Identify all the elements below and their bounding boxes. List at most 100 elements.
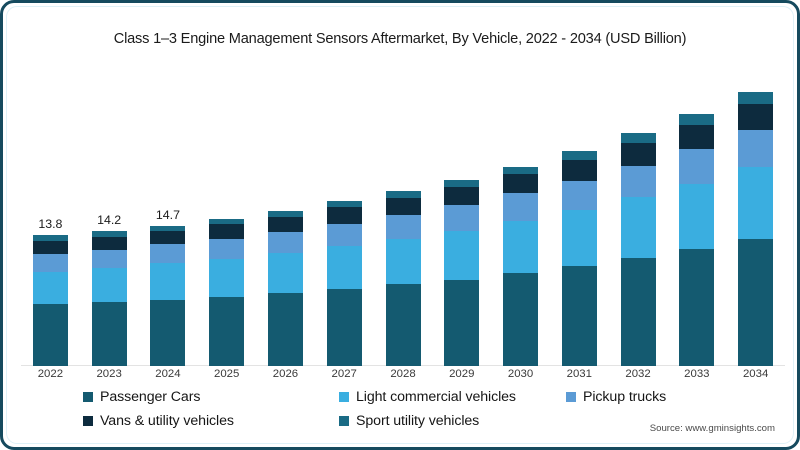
bar-segment[interactable]	[326, 200, 362, 208]
bar-segment[interactable]	[738, 167, 774, 239]
bar-segment[interactable]	[503, 166, 539, 175]
bar-stack[interactable]	[561, 151, 597, 366]
bar-segment[interactable]	[385, 284, 421, 366]
bar-segment[interactable]	[209, 218, 245, 225]
source-note: Source: www.gminsights.com	[649, 423, 775, 434]
legend-item[interactable]: Passenger Cars	[83, 389, 200, 405]
legend-color-swatch	[83, 392, 93, 402]
bar-segment[interactable]	[385, 197, 421, 215]
bar-segment[interactable]	[561, 151, 597, 160]
legend-item[interactable]: Sport utility vehicles	[339, 413, 479, 429]
bar-segment[interactable]	[150, 244, 186, 264]
bar-segment[interactable]	[209, 238, 245, 259]
bar-stack[interactable]	[503, 166, 539, 366]
bar-segment[interactable]	[267, 292, 303, 366]
bar-segment[interactable]	[91, 302, 127, 366]
bar-segment[interactable]	[150, 231, 186, 245]
x-tick-label: 2027	[331, 368, 357, 380]
bar-segment[interactable]	[444, 231, 480, 280]
x-tick-label: 2032	[625, 368, 651, 380]
bar-segment[interactable]	[444, 187, 480, 206]
bar-segment[interactable]	[150, 299, 186, 366]
x-tick-label: 2024	[155, 368, 181, 380]
bar-segment[interactable]	[561, 210, 597, 267]
bar-segment[interactable]	[209, 224, 245, 239]
bar-segment[interactable]	[738, 103, 774, 131]
bar-stack[interactable]: 13.8	[32, 217, 68, 366]
bar-segment[interactable]	[620, 142, 656, 166]
bar-segment[interactable]	[738, 92, 774, 104]
bar-segment[interactable]	[620, 133, 656, 143]
x-tick-label: 2031	[566, 368, 592, 380]
bar-stack[interactable]: 14.2	[91, 213, 127, 366]
bar-stack[interactable]	[738, 92, 774, 366]
bar-segment[interactable]	[267, 232, 303, 253]
bar-segment[interactable]	[91, 268, 127, 303]
bar-segment[interactable]	[150, 263, 186, 300]
bar-segment[interactable]	[326, 223, 362, 247]
bar-segment[interactable]	[620, 196, 656, 258]
bar-segment[interactable]	[503, 193, 539, 221]
bar-stack[interactable]	[326, 200, 362, 366]
bar-segment[interactable]	[326, 207, 362, 224]
bar-segment[interactable]	[91, 250, 127, 269]
legend-item[interactable]: Pickup trucks	[566, 389, 666, 405]
bar-stack[interactable]	[209, 218, 245, 366]
bar-segment[interactable]	[209, 258, 245, 297]
bar-segment[interactable]	[209, 296, 245, 366]
bar-stack[interactable]	[444, 179, 480, 366]
bar-segment[interactable]	[679, 149, 715, 184]
bar-segment[interactable]	[679, 124, 715, 150]
bar-value-label: 13.8	[38, 216, 63, 231]
legend-item[interactable]: Light commercial vehicles	[339, 389, 516, 405]
bar-segment[interactable]	[32, 234, 68, 241]
bar-segment[interactable]	[503, 174, 539, 194]
bar-stack[interactable]	[267, 211, 303, 366]
bar-stack[interactable]	[385, 191, 421, 366]
bar-segment[interactable]	[150, 226, 186, 232]
bar-segment[interactable]	[561, 180, 597, 211]
bar-segment[interactable]	[444, 205, 480, 232]
bar-stack[interactable]	[620, 133, 656, 366]
bar-segment[interactable]	[561, 159, 597, 181]
bar-segment[interactable]	[679, 114, 715, 125]
x-tick-label: 2025	[214, 368, 240, 380]
bar-segment[interactable]	[267, 216, 303, 233]
bar-segment[interactable]	[32, 271, 68, 305]
x-tick-label: 2028	[390, 368, 416, 380]
bar-segment[interactable]	[267, 211, 303, 217]
bar-segment[interactable]	[385, 191, 421, 198]
bar-segment[interactable]	[444, 279, 480, 366]
bar-segment[interactable]	[326, 246, 362, 290]
bar-segment[interactable]	[385, 214, 421, 239]
legend-item-label: Passenger Cars	[100, 389, 201, 405]
x-axis-tick-labels: 2022 2023 2024 2025 2026 2027 2028 2029 2030 2031…	[21, 368, 785, 386]
bar-segment[interactable]	[738, 130, 774, 168]
bar-segment[interactable]	[738, 238, 774, 366]
bar-segment[interactable]	[503, 220, 539, 273]
bar-segment[interactable]	[32, 240, 68, 254]
bar-segment[interactable]	[561, 266, 597, 366]
bar-segment[interactable]	[679, 249, 715, 366]
bar-segment[interactable]	[91, 236, 127, 251]
bar-segment[interactable]	[503, 272, 539, 366]
bar-segment[interactable]	[620, 257, 656, 366]
legend-item[interactable]: Vans & utility vehicles	[83, 413, 234, 429]
bar-segment[interactable]	[385, 238, 421, 285]
bar-segment[interactable]	[326, 289, 362, 366]
legend-color-swatch	[339, 392, 349, 402]
bar-stack[interactable]: 14.7	[150, 208, 186, 366]
bar-value-label: 14.2	[97, 213, 122, 228]
bar-segment[interactable]	[91, 231, 127, 237]
bar-segment[interactable]	[620, 165, 656, 197]
x-tick-label: 2033	[684, 368, 710, 380]
bar-segment[interactable]	[267, 252, 303, 293]
legend-item-label: Vans & utility vehicles	[100, 413, 234, 429]
bar-segment[interactable]	[444, 179, 480, 188]
bar-segment[interactable]	[32, 253, 68, 272]
bar-stack[interactable]	[679, 114, 715, 366]
bar-segment[interactable]	[679, 183, 715, 250]
bar-segment[interactable]	[32, 304, 68, 366]
x-tick-label: 2022	[37, 368, 64, 380]
legend-color-swatch	[83, 416, 93, 426]
